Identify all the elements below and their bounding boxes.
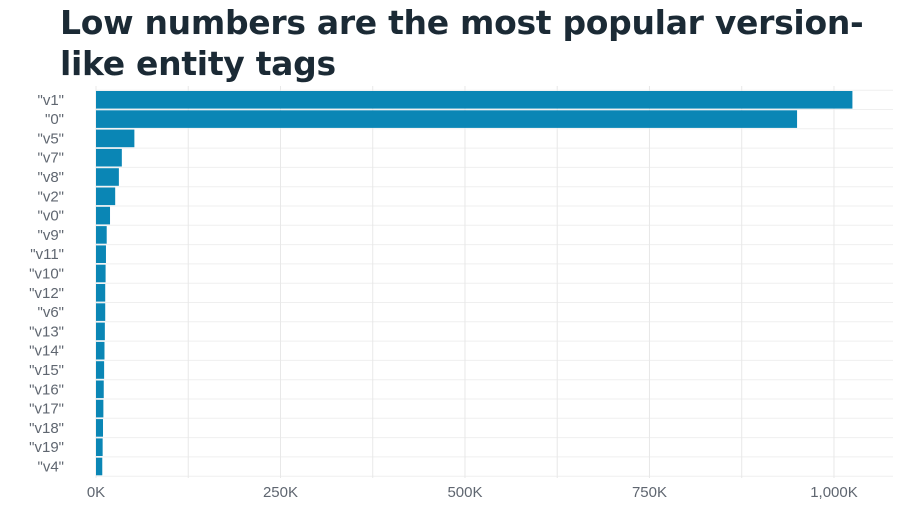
bar-v19 xyxy=(96,438,103,456)
bar-v13 xyxy=(96,322,105,341)
bar-0 xyxy=(96,110,798,128)
category-label: "0" xyxy=(45,111,64,128)
bar-v8 xyxy=(96,168,119,186)
x-tick-label: 250K xyxy=(263,484,298,501)
category-label: "v12" xyxy=(29,285,64,302)
category-label: "v13" xyxy=(29,323,64,340)
category-label: "v9" xyxy=(38,227,65,244)
bar-v17 xyxy=(96,399,104,418)
bar-v16 xyxy=(96,380,104,399)
category-label: "v15" xyxy=(29,362,64,379)
bar-v0 xyxy=(96,206,111,225)
x-tick-label: 500K xyxy=(447,484,482,501)
category-label: "v16" xyxy=(29,381,64,398)
bar-v10 xyxy=(96,264,106,283)
category-label: "v10" xyxy=(29,266,64,283)
bars-layer xyxy=(96,91,853,476)
bar-v9 xyxy=(96,226,107,244)
category-label: "v6" xyxy=(38,304,65,321)
bar-v15 xyxy=(96,361,105,379)
bar-v5 xyxy=(96,129,135,148)
bar-v14 xyxy=(96,341,105,360)
category-label: "v14" xyxy=(29,343,64,360)
category-label: "v2" xyxy=(38,188,65,205)
category-labels: "v1" "0" "v5" "v7" "v8" "v2" "v0" "v9" "v11" "v10… xyxy=(29,92,64,476)
category-label: "v19" xyxy=(29,439,64,456)
bar-v12 xyxy=(96,284,106,302)
category-label: "v18" xyxy=(29,420,64,437)
x-tick-label: 1,000K xyxy=(810,484,858,501)
bar-v18 xyxy=(96,419,104,437)
x-tick-label: 0K xyxy=(87,484,105,501)
bar-v2 xyxy=(96,187,116,206)
category-label: "v17" xyxy=(29,401,64,418)
x-axis-tick-labels: 0K 250K 500K 750K 1,000K xyxy=(87,484,858,501)
category-label: "v7" xyxy=(38,150,65,167)
category-label: "v5" xyxy=(38,130,65,147)
grid-layer xyxy=(95,86,893,478)
x-tick-label: 750K xyxy=(632,484,667,501)
category-label: "v0" xyxy=(38,208,65,225)
bar-v1 xyxy=(96,91,853,109)
bar-v4 xyxy=(96,457,103,476)
category-label: "v1" xyxy=(38,92,65,109)
bar-v7 xyxy=(96,148,122,167)
category-label: "v4" xyxy=(38,459,65,476)
category-label: "v11" xyxy=(30,246,64,263)
chart-title: Low numbers are the most popular version… xyxy=(60,3,864,83)
bar-v11 xyxy=(96,245,106,263)
bar-v6 xyxy=(96,303,106,321)
category-label: "v8" xyxy=(38,169,65,186)
